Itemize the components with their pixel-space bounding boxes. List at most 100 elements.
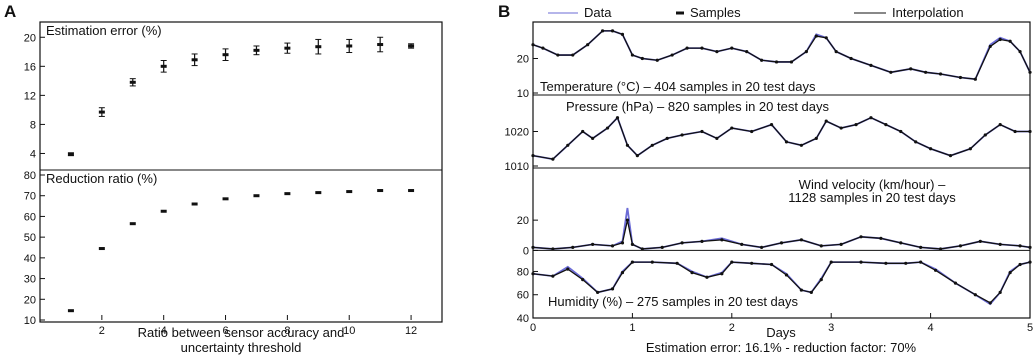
sample-point <box>884 261 888 265</box>
y-tick-label: 50 <box>24 232 36 244</box>
sample-point <box>760 58 764 62</box>
sample-point <box>799 143 803 147</box>
sample-point <box>899 129 903 134</box>
sample-point <box>750 129 754 134</box>
sample-point <box>531 272 535 276</box>
panel-a-xlabel-line1: Ratio between sensor accuracy and <box>138 325 345 340</box>
sample-point <box>819 278 823 282</box>
sample-point <box>745 50 749 54</box>
interpolation-line <box>532 116 1030 160</box>
humidity-plot: 40 60 80 0 1 2 3 4 5 <box>517 260 1033 334</box>
sample-point <box>551 157 555 161</box>
sample-point <box>660 245 664 249</box>
sample-point <box>615 116 620 120</box>
y-tick-label: 12 <box>24 90 36 102</box>
sample-point <box>600 29 605 33</box>
panel-b-xlabel: Days <box>766 325 796 340</box>
y-tick-label: 10 <box>24 315 36 327</box>
temperature-plot: 10 20 <box>517 29 1032 100</box>
sample-point <box>596 290 600 294</box>
panel-label-a: A <box>4 2 16 21</box>
reduction-plot: 10 20 30 40 50 60 70 80 2 4 6 8 10 12 <box>24 170 417 337</box>
pressure-plot: 1010 1020 <box>505 116 1032 173</box>
sample-point <box>968 147 972 151</box>
sample-point <box>779 241 784 245</box>
data-point <box>191 58 198 62</box>
x-tick-label: 6 <box>222 325 228 337</box>
sample-point <box>924 70 928 74</box>
y-tick-label: 20 <box>517 215 529 227</box>
sample-point <box>829 260 833 264</box>
sample-point <box>884 123 888 127</box>
sample-point <box>919 260 923 264</box>
wind-title-line2: 1128 samples in 20 test days <box>788 190 956 205</box>
data-point <box>346 190 353 194</box>
data-point <box>408 189 415 193</box>
sample-point <box>655 58 659 62</box>
sample-point <box>988 44 992 49</box>
sample-point <box>571 245 575 249</box>
sample-point <box>859 235 863 239</box>
y-tick-label: 40 <box>24 253 36 265</box>
data-point <box>315 45 322 49</box>
sample-point <box>685 46 689 50</box>
sample-point <box>938 72 943 76</box>
sample-point <box>586 43 590 47</box>
sample-point <box>998 37 1002 42</box>
sample-point <box>715 136 719 140</box>
sample-point <box>630 242 635 246</box>
sample-point <box>824 119 828 123</box>
panel-a-xlabel-line2: uncertainty threshold <box>181 340 302 355</box>
sample-point <box>948 154 953 158</box>
sample-point <box>789 60 794 64</box>
reduction-plot-title: Reduction ratio (%) <box>46 171 157 186</box>
sample-point <box>630 260 635 264</box>
y-tick-label: 10 <box>517 88 529 100</box>
sample-point <box>1028 129 1032 134</box>
sample-point <box>531 154 535 158</box>
y-tick-label: 20 <box>24 32 36 44</box>
sample-point <box>720 238 724 242</box>
sample-point <box>720 272 724 276</box>
data-point <box>129 222 136 226</box>
sample-point <box>899 241 903 245</box>
data-point <box>315 191 322 195</box>
sample-point <box>700 129 704 134</box>
data-line <box>532 29 1031 81</box>
sample-point <box>640 247 644 251</box>
panel-a: Estimation error (%) Reduction ratio (%)… <box>24 21 443 355</box>
sample-point <box>849 56 853 61</box>
data-point <box>222 53 229 57</box>
y-tick-label: 0 <box>523 245 529 257</box>
sample-point <box>834 50 838 54</box>
sample-point <box>784 140 789 144</box>
x-tick-label: 10 <box>343 325 355 337</box>
sample-point <box>859 260 863 264</box>
data-point <box>408 44 415 48</box>
data-point <box>284 192 291 196</box>
data-point <box>253 194 260 198</box>
x-tick-label: 3 <box>828 322 834 334</box>
sample-point <box>551 247 555 251</box>
sample-point <box>620 241 625 245</box>
sample-point <box>1028 70 1032 74</box>
sample-point <box>605 126 610 130</box>
sample-point <box>769 262 774 267</box>
data-point <box>222 197 229 201</box>
y-tick-label: 20 <box>517 54 529 66</box>
sample-point <box>869 63 873 67</box>
data-point <box>284 46 291 50</box>
y-tick-label: 80 <box>24 170 36 182</box>
wind-title-line1: Wind velocity (km/hour) – <box>799 177 946 192</box>
y-tick-label: 60 <box>24 211 36 223</box>
sample-point <box>909 67 913 71</box>
sample-point <box>1008 39 1012 43</box>
sample-point <box>750 261 754 265</box>
x-tick-label: 4 <box>161 325 167 337</box>
y-tick-label: 8 <box>30 119 36 131</box>
sample-point <box>556 53 560 57</box>
sample-point <box>610 29 615 33</box>
y-tick-label: 4 <box>30 148 36 160</box>
data-point <box>67 152 74 156</box>
sample-point <box>650 260 654 264</box>
